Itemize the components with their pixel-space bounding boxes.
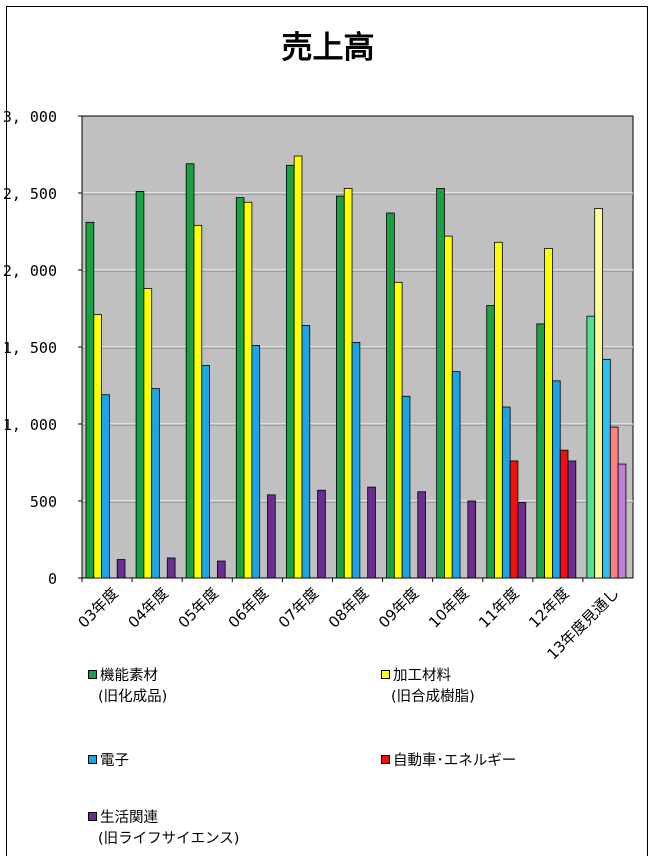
legend-item-kakou: 加工材料 (旧合成樹脂) <box>381 666 641 708</box>
bar-3-2 <box>151 388 160 579</box>
legend-label-kinou: 機能素材 <box>100 668 158 684</box>
bar-1-8 <box>436 187 445 579</box>
x-tick-label: 09年度 <box>375 584 422 631</box>
x-tick-label: 08年度 <box>325 584 372 631</box>
bar-1-4 <box>235 197 245 579</box>
legend-swatch-kinou <box>88 670 97 679</box>
bar-1-1 <box>85 221 95 579</box>
chart-title: 売上高 <box>282 30 375 66</box>
legend-item-kinou: 機能素材 (旧化成品) <box>88 666 348 708</box>
x-tick-label: 06年度 <box>225 584 272 631</box>
legend-sublabel-seikatsu: (旧ライフサイエンス) <box>98 831 240 847</box>
bar-1-10 <box>536 323 546 579</box>
bar-5-2 <box>166 557 176 579</box>
bar-5-3 <box>216 560 226 579</box>
x-tick-label: 04年度 <box>125 584 172 631</box>
legend-label-kakou: 加工材料 <box>393 668 451 684</box>
y-tick-label: 2, 000 <box>3 262 57 280</box>
bar-1-9 <box>486 305 495 579</box>
bar-2-5 <box>293 155 303 579</box>
bar-3-8 <box>451 371 461 579</box>
legend-item-jidousha: 自動車･エネルギー <box>381 751 641 772</box>
bar-1-2 <box>135 191 145 579</box>
bar-2-4 <box>243 201 253 579</box>
bar-2-11 <box>594 207 603 579</box>
y-tick-label: 1, 000 <box>3 416 57 434</box>
bar-5-5 <box>317 489 326 579</box>
y-tick-label: 2, 500 <box>3 185 57 203</box>
bar-5-9 <box>517 502 527 579</box>
bar-3-7 <box>401 395 411 579</box>
y-tick-label: 500 <box>30 493 57 511</box>
bar-5-1 <box>116 559 126 579</box>
x-tick-label: 11年度 <box>475 584 522 631</box>
bar-3-10 <box>552 380 561 579</box>
bar-1-6 <box>336 195 345 579</box>
legend-label-seikatsu: 生活関連 <box>100 810 158 826</box>
bar-5-8 <box>467 500 477 579</box>
legend-label-jidousha: 自動車･エネルギー <box>393 753 517 769</box>
x-tick-label: 03年度 <box>74 584 121 631</box>
bar-3-9 <box>501 406 511 579</box>
bar-3-5 <box>301 325 311 579</box>
bar-4-9 <box>509 460 519 579</box>
bar-1-3 <box>185 163 195 579</box>
bar-5-4 <box>267 494 276 579</box>
bar-5-10 <box>567 460 577 579</box>
bar-3-4 <box>251 345 261 579</box>
bar-4-10 <box>559 449 569 579</box>
bar-3-3 <box>201 365 210 579</box>
x-tick-label: 12年度 <box>525 584 572 631</box>
bar-1-5 <box>285 164 295 579</box>
bar-1-7 <box>386 212 395 579</box>
y-tick-label: 1, 500 <box>3 339 57 357</box>
bar-2-8 <box>444 235 453 579</box>
legend-swatch-seikatsu <box>88 812 97 821</box>
legend-swatch-denshi <box>88 755 97 764</box>
legend-item-seikatsu: 生活関連 (旧ライフサイエンス) <box>88 808 348 850</box>
legend-sublabel-kinou: (旧化成品) <box>98 689 168 705</box>
legend-sublabel-kakou: (旧合成樹脂) <box>391 689 475 705</box>
bar-3-6 <box>351 341 361 579</box>
bar-5-7 <box>417 491 426 579</box>
bar-1-11 <box>586 315 596 579</box>
x-tick-label: 10年度 <box>425 584 472 631</box>
bar-3-11 <box>602 358 611 579</box>
bar-5-11 <box>617 463 627 579</box>
bar-2-6 <box>343 187 353 579</box>
bar-2-7 <box>393 281 403 579</box>
x-tick-label: 05年度 <box>175 584 222 631</box>
bar-4-11 <box>609 426 619 579</box>
bar-2-1 <box>93 314 103 579</box>
legend-label-denshi: 電子 <box>100 753 129 769</box>
bar-2-10 <box>544 248 553 579</box>
legend-swatch-jidousha <box>381 755 390 764</box>
bar-3-1 <box>101 394 110 579</box>
bar-2-3 <box>193 224 203 579</box>
bar-5-6 <box>367 486 376 579</box>
bar-2-9 <box>494 241 503 579</box>
legend-swatch-kakou <box>381 670 390 679</box>
x-tick-label: 07年度 <box>275 584 322 631</box>
y-tick-label: 0 <box>48 570 57 588</box>
bar-2-2 <box>143 288 153 579</box>
legend-item-denshi: 電子 <box>88 751 348 772</box>
y-tick-label: 3, 000 <box>3 108 57 126</box>
